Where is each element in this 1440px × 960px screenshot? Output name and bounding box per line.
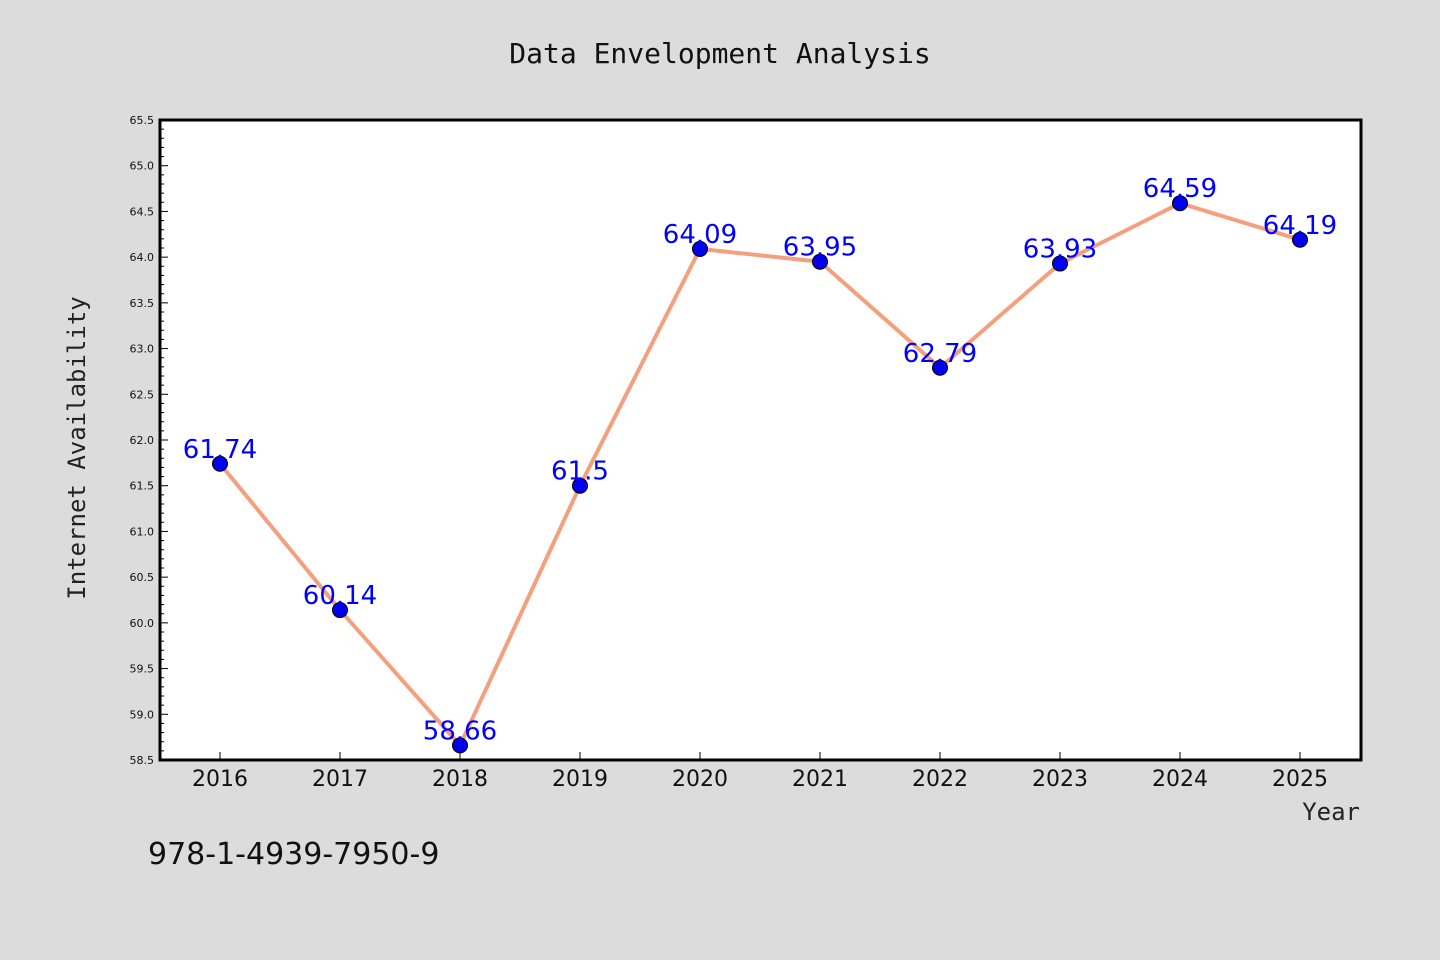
- y-tick-label: 62.5: [130, 388, 155, 401]
- x-tick-label: 2024: [1152, 767, 1208, 792]
- data-label: 64.19: [1263, 211, 1337, 241]
- y-tick-label: 59.5: [130, 663, 155, 676]
- data-point: [572, 477, 588, 494]
- series: [212, 195, 1308, 754]
- y-tick-label: 62.0: [130, 434, 155, 447]
- chart-title: Data Envelopment Analysis: [509, 37, 930, 70]
- x-axis-label: Year: [1302, 798, 1360, 826]
- y-tick-label: 60.0: [130, 617, 155, 630]
- data-label: 63.95: [783, 233, 857, 263]
- data-label: 61.5: [551, 457, 609, 487]
- data-point: [212, 455, 228, 472]
- x-tick-label: 2023: [1032, 767, 1088, 792]
- data-label: 64.09: [663, 220, 737, 250]
- data-label: 58.66: [423, 716, 497, 746]
- data-labels: 61.74 60.14 58.66 61.5 64.09 63.95 62.79 63.93 6…: [183, 174, 1337, 746]
- y-tick-label: 58.5: [130, 754, 155, 767]
- data-label: 63.93: [1023, 235, 1097, 265]
- data-point: [1292, 231, 1308, 248]
- x-tick-label: 2018: [432, 767, 488, 792]
- y-tick-label: 60.5: [130, 571, 155, 584]
- x-tick-label: 2025: [1272, 767, 1328, 792]
- y-tick-label: 64.0: [130, 251, 155, 264]
- x-tick-label: 2016: [192, 767, 248, 792]
- x-tick-label: 2020: [672, 767, 728, 792]
- data-label: 62.79: [903, 339, 977, 369]
- y-axis: 58.5 59.0 59.5 60.0 60.5 61.0 61.5 62.0 62.5 63.0…: [130, 114, 168, 767]
- data-label: 60.14: [303, 581, 377, 611]
- y-tick-label: 59.0: [130, 708, 155, 721]
- y-tick-label: 65.5: [130, 114, 155, 127]
- plot-area: [158, 118, 1363, 762]
- footer-text: 978-1-4939-7950-9: [148, 837, 439, 872]
- data-point: [932, 359, 948, 376]
- x-tick-label: 2022: [912, 767, 968, 792]
- y-tick-label: 65.0: [130, 160, 155, 173]
- y-tick-label: 63.0: [130, 343, 155, 356]
- x-tick-label: 2019: [552, 767, 608, 792]
- y-tick-label: 61.5: [130, 480, 155, 493]
- y-tick-label: 63.5: [130, 297, 155, 310]
- data-point: [692, 240, 708, 257]
- data-label: 61.74: [183, 435, 257, 465]
- y-axis-label: Internet Availability: [63, 296, 91, 599]
- x-tick-label: 2017: [312, 767, 368, 792]
- data-point: [1052, 255, 1068, 272]
- x-tick-label: 2021: [792, 767, 848, 792]
- y-tick-label: 61.0: [130, 525, 155, 538]
- y-tick-label: 64.5: [130, 205, 155, 218]
- data-point: [332, 602, 348, 619]
- data-label: 64.59: [1143, 174, 1217, 204]
- data-point: [1172, 195, 1188, 212]
- data-point: [812, 253, 828, 270]
- x-axis: 2016 2017 2018 2019 2020 2021 2022 2023 2024 2025: [192, 752, 1328, 792]
- series-line: [218, 201, 1301, 748]
- data-point: [452, 737, 468, 754]
